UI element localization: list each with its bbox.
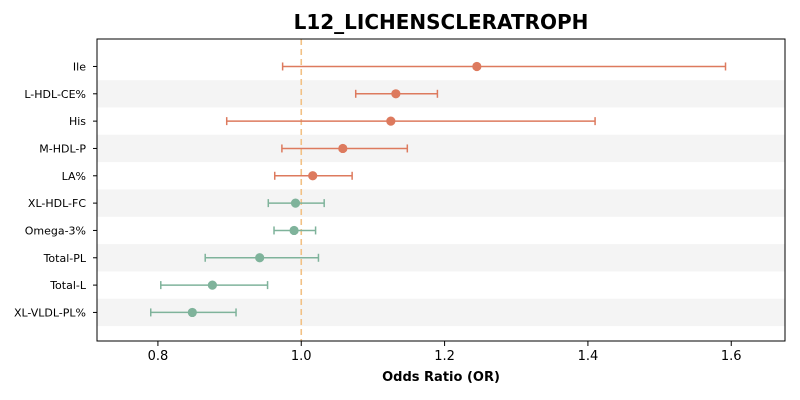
y-tick-label: Omega-3% [25,224,86,237]
x-tick-label: 1.4 [578,349,599,364]
or-point [187,307,197,318]
or-point [289,225,299,236]
y-axis: Ile L-HDL-CE% His M-HDL-P LA% XL-HDL-FC Omega-… [14,60,97,319]
x-tick-label: 0.8 [148,349,169,364]
y-tick-label: XL-HDL-FC [28,197,86,210]
y-tick-label: LA% [62,170,86,183]
or-point [338,143,348,154]
y-tick-label: XL-VLDL-PL% [14,306,86,319]
or-point [391,89,401,99]
y-tick-label: Ile [73,60,86,73]
row-band [97,134,785,163]
x-axis-label: Odds Ratio (OR) [382,370,500,385]
y-tick-label: His [69,115,86,128]
or-point [386,116,396,126]
x-tick-label: 1.6 [721,349,742,364]
or-point [290,198,301,208]
row-band [97,244,785,272]
or-point [207,280,217,290]
y-tick-label: L-HDL-CE% [24,88,86,101]
plot-marks [150,61,727,318]
x-tick-label: 1.2 [434,349,455,364]
or-point [308,171,318,181]
or-point [472,61,482,72]
or-point [255,253,265,263]
row-band [97,80,785,108]
y-tick-label: Total-L [49,279,87,292]
row-bands [97,80,785,327]
plot-frame [96,38,786,342]
x-tick-label: 1.0 [291,349,312,364]
y-tick-label: M-HDL-P [39,142,86,155]
x-axis: 0.8 1.0 1.2 1.4 1.6 [148,341,742,364]
row-band [97,189,785,217]
y-tick-label: Total-PL [43,252,87,265]
chart-title: L12_LICHENSCLERATROPH [294,10,589,34]
